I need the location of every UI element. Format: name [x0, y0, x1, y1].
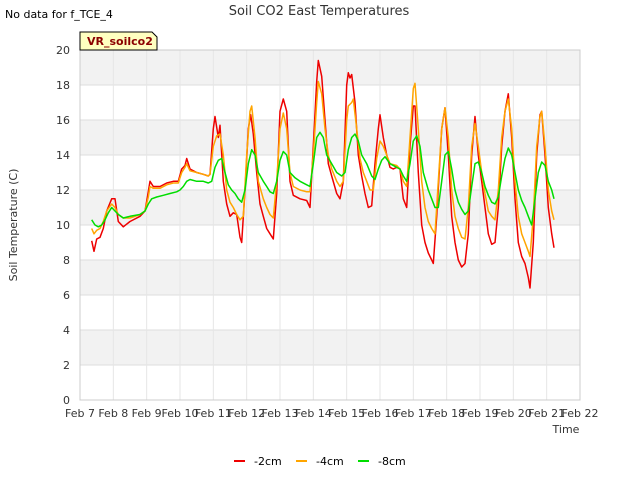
x-tick-label: Feb 21 [528, 407, 565, 420]
x-tick-label: Feb 19 [462, 407, 499, 420]
series-lines [90, 59, 555, 289]
x-tick-label: Feb 13 [262, 407, 299, 420]
x-tick-label: Feb 18 [428, 407, 465, 420]
station-tag: VR_soilco2 [79, 31, 158, 51]
y-tick-label: 14 [56, 149, 70, 162]
y-tick-label: 0 [63, 394, 70, 407]
plot-frame [79, 49, 581, 401]
plot-band [80, 260, 580, 295]
x-tick-label: Feb 11 [195, 407, 232, 420]
y-tick-label: 2 [63, 359, 70, 372]
x-tick-label: Feb 17 [395, 407, 432, 420]
no-data-note: No data for f_TCE_4 [5, 8, 113, 21]
station-tag-label: VR_soilco2 [87, 35, 153, 48]
x-tick-label: Feb 14 [295, 407, 332, 420]
series-line-8cm [91, 131, 555, 228]
y-tick-label: 6 [63, 289, 70, 302]
y-axis-label: Soil Temperature (C) [7, 169, 20, 282]
x-tick-label: Feb 15 [328, 407, 365, 420]
x-tick-label: Feb 12 [228, 407, 265, 420]
plot-band [80, 85, 580, 120]
x-tick-label: Feb 20 [495, 407, 532, 420]
x-axis-label: Time [552, 423, 580, 436]
y-tick-label: 10 [56, 219, 70, 232]
x-tick-label: Feb 22 [562, 407, 599, 420]
plot-band [80, 295, 580, 330]
y-tick-label: 16 [56, 114, 70, 127]
y-tick-label: 4 [63, 324, 70, 337]
y-tick-label: 8 [63, 254, 70, 267]
x-tick-label: Feb 7 [65, 407, 95, 420]
plot-band [80, 225, 580, 260]
y-tick-label: 18 [56, 79, 70, 92]
plot-band [80, 50, 580, 85]
y-tick-label: 12 [56, 184, 70, 197]
y-axis-ticks: 0 2 4 6 8 10 12 14 16 18 20 [56, 44, 70, 407]
y-tick-label: 20 [56, 44, 70, 57]
series-line-4cm [91, 80, 555, 258]
x-tick-label: Feb 10 [162, 407, 199, 420]
legend-label: -8cm [378, 455, 406, 468]
x-tick-label: Feb 16 [362, 407, 399, 420]
legend: -2cm -4cm -8cm [234, 455, 406, 468]
legend-label: -4cm [316, 455, 344, 468]
plot-band [80, 190, 580, 225]
station-tag-box [79, 31, 158, 51]
plot-band [80, 365, 580, 400]
plot-band [80, 330, 580, 365]
chart-title: Soil CO2 East Temperatures [229, 4, 410, 19]
legend-label: -2cm [254, 455, 282, 468]
x-tick-label: Feb 8 [98, 407, 128, 420]
x-tick-label: Feb 9 [132, 407, 162, 420]
plot-band [80, 120, 580, 155]
